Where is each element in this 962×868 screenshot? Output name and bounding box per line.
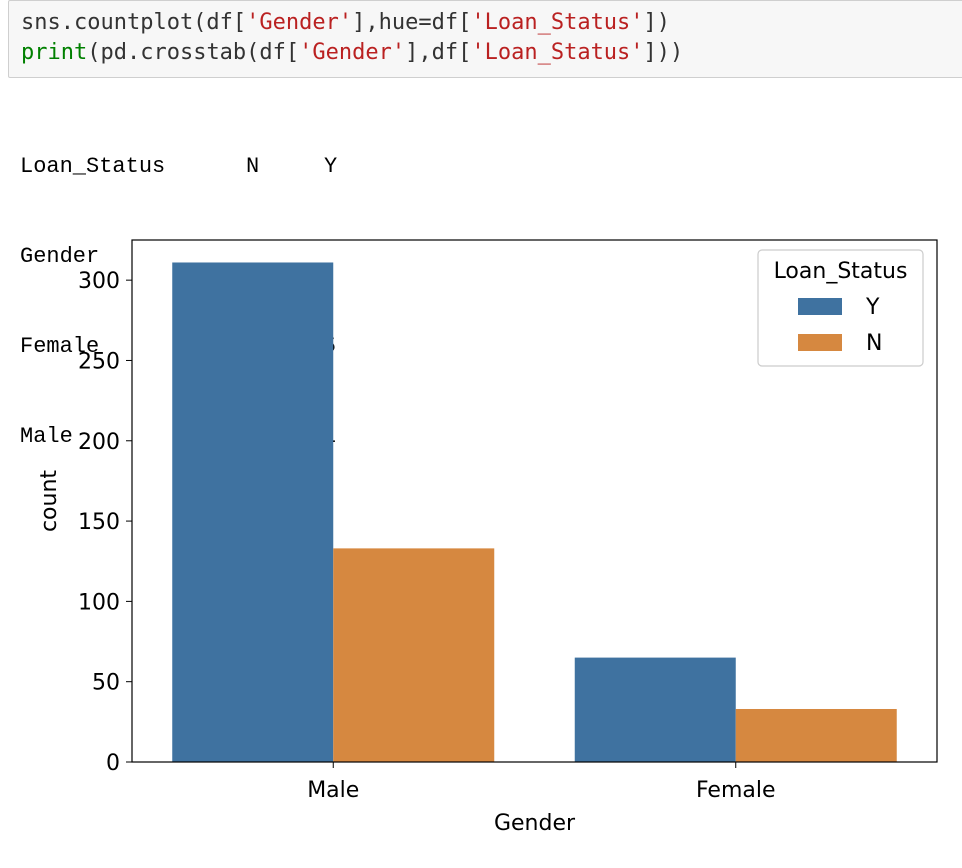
y-tick-label: 150 (78, 510, 120, 535)
code-text: ]) (643, 10, 671, 35)
crosstab-header-row: Loan_Status N Y (20, 152, 337, 182)
x-tick-label: Female (696, 778, 776, 803)
crosstab-col-y: Y (324, 154, 338, 179)
code-text: ],hue=df[ (352, 10, 472, 35)
y-tick-label: 250 (78, 349, 120, 374)
legend-label-Y: Y (865, 295, 880, 320)
code-keyword: print (21, 40, 88, 65)
bar-N-Female (735, 708, 897, 762)
crosstab-columns-label: Loan_Status (20, 154, 166, 179)
y-tick-label: 100 (78, 590, 120, 615)
code-text: ])) (643, 40, 684, 65)
bar-Y-Male (172, 262, 334, 762)
code-string: 'Gender' (299, 40, 406, 65)
code-text: (pd.crosstab(df[ (87, 40, 300, 65)
legend-swatch-Y (798, 298, 842, 315)
y-tick-label: 0 (106, 751, 120, 776)
y-tick-label: 200 (78, 430, 120, 455)
legend-label-N: N (866, 331, 882, 356)
legend-title: Loan_Status (774, 259, 908, 284)
code-text: sns.countplot(df[ (21, 10, 247, 35)
code-string: 'Loan_Status' (471, 10, 644, 35)
y-tick-label: 300 (78, 269, 120, 294)
code-string: 'Gender' (246, 10, 353, 35)
crosstab-row-label: Female (20, 334, 100, 359)
code-string: 'Loan_Status' (471, 40, 644, 65)
y-tick-label: 50 (92, 671, 120, 696)
crosstab-index-row: Gender (20, 242, 99, 272)
y-axis-label: count (37, 470, 62, 532)
crosstab-row-label: Male (20, 424, 73, 449)
code-line: sns.countplot(df['Gender'],hue=df['Loan_… (21, 9, 670, 37)
code-line: print(pd.crosstab(df['Gender'],df['Loan_… (21, 39, 683, 67)
x-axis-label: Gender (494, 811, 576, 836)
countplot-chart: Male Female 0 50 100 150 200 250 300 Gender count L… (37, 239, 938, 836)
code-cell[interactable]: sns.countplot(df['Gender'],hue=df['Loan_… (8, 0, 962, 78)
crosstab-index-label: Gender (20, 244, 100, 269)
bar-Y-Female (574, 657, 736, 762)
crosstab-col-n: N (246, 154, 260, 179)
bar-N-Male (333, 548, 495, 762)
plot-frame (131, 239, 938, 763)
legend-swatch-N (798, 334, 842, 351)
code-text: ],df[ (405, 40, 472, 65)
x-tick-label: Male (307, 778, 359, 803)
